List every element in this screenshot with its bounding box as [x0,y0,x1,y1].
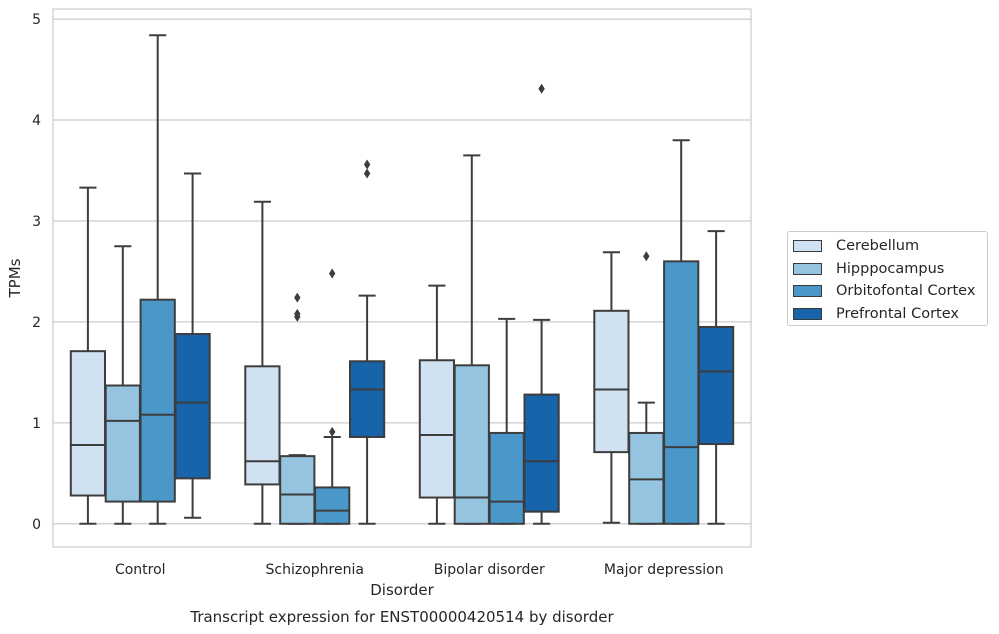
box-cerebellum [244,200,281,525]
legend-swatch [793,307,822,320]
outlier-point [329,426,336,437]
box-iqr [593,309,630,454]
boxes [69,34,735,525]
box-hipppocampus [279,292,316,525]
box-prefrontal-cortex [174,172,211,519]
box-cerebellum [69,186,107,525]
outlier-point [643,251,650,262]
x-tick-labels: Control Schizophrenia Bipolar disorder Majo… [115,562,724,578]
legend-label: Hipppocampus [836,260,945,277]
outlier-point [538,83,545,94]
y-tick-label: 5 [32,12,41,28]
outlier-point [363,159,371,170]
legend-label: Cerebellum [836,238,920,255]
box-prefrontal-cortex [523,83,560,525]
box-iqr [453,364,490,525]
box-iqr [348,360,386,438]
x-tick-label: Control [115,562,166,578]
y-tick-label: 1 [32,416,41,432]
box-iqr [418,359,456,499]
plot-area-frame [52,8,752,548]
legend-label: Prefrontal Cortex [836,305,959,322]
box-prefrontal-cortex [348,159,386,525]
outlier-point [294,311,301,322]
legend: Cerebellum Hipppocampus Orbitofontal Corte… [787,231,988,326]
legend-swatch [793,262,822,275]
x-tick-label: Major depression [604,562,724,578]
box-cerebellum [593,251,630,524]
outlier-point [329,268,336,279]
box-iqr [628,431,665,525]
box-iqr [488,431,525,525]
legend-item: Orbitofontal Cortex [793,280,987,303]
box-cerebellum [418,284,456,525]
box-iqr [69,350,107,497]
box-iqr [697,325,735,446]
box-iqr [139,298,176,503]
y-tick-label: 0 [32,517,41,533]
box-hipppocampus [104,245,141,525]
x-tick-label: Schizophrenia [266,562,364,578]
box-iqr [663,260,700,525]
box-iqr [523,393,560,513]
chart-title: Transcript expression for ENST0000042051… [189,608,614,626]
legend-item: Cerebellum [793,235,987,258]
legend-item: Prefrontal Cortex [793,303,987,326]
box-iqr [104,384,141,503]
y-tick-labels: 0 1 2 3 4 5 [32,12,41,533]
legend-swatch [793,285,822,298]
box-iqr [314,486,351,525]
outlier-point [294,292,301,303]
box-prefrontal-cortex [697,230,735,525]
box-orbitofontal-cortex [314,268,351,525]
box-iqr [279,455,316,525]
x-tick-label: Bipolar disorder [434,562,545,578]
box-iqr [174,333,211,480]
y-axis-label: TPMs [6,258,24,298]
box-orbitofontal-cortex [139,34,176,525]
outlier-point [363,168,371,179]
legend-label: Orbitofontal Cortex [836,283,976,300]
box-hipppocampus [628,251,665,525]
box-iqr [244,365,281,486]
legend-item: Hipppocampus [793,258,987,281]
box-orbitofontal-cortex [488,317,525,525]
y-tick-label: 2 [32,315,41,331]
box-hipppocampus [453,154,490,525]
y-tick-label: 4 [32,113,41,129]
legend-swatch [793,240,822,253]
y-tick-label: 3 [32,214,41,230]
x-axis-label: Disorder [370,581,434,599]
box-orbitofontal-cortex [663,139,700,525]
